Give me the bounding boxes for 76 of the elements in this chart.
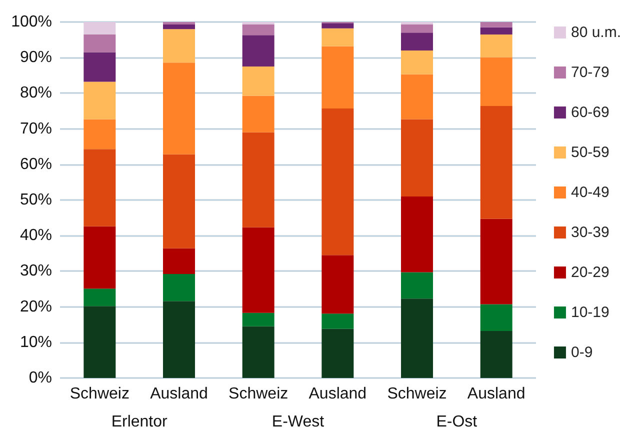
y-tick-label: 20% <box>20 298 52 316</box>
x-tick-label: Schweiz <box>228 386 288 402</box>
x-tick-label: Ausland <box>150 386 208 402</box>
bar <box>322 328 354 378</box>
y-tick-label: 70% <box>20 120 52 138</box>
y-tick-label: 0% <box>28 370 52 386</box>
text: E-Ost <box>436 414 478 430</box>
bar <box>480 27 512 34</box>
bar <box>242 24 274 36</box>
bar <box>480 218 512 304</box>
y-tick-label: 10% <box>20 334 52 351</box>
y-tick-label: 80% <box>20 84 52 102</box>
bar <box>163 29 195 63</box>
bar <box>480 57 512 106</box>
bar <box>401 196 433 272</box>
bar <box>322 46 354 109</box>
bar <box>163 301 195 378</box>
legend-label: 20-29 <box>570 264 610 281</box>
bar <box>480 331 512 378</box>
x-tick-label: Schweiz <box>387 386 447 402</box>
y-tick-label: 100% <box>11 14 52 30</box>
x-tick-label: Schweiz <box>70 386 130 402</box>
bar <box>84 288 116 306</box>
bar <box>480 22 512 28</box>
y-tick-label: 60% <box>20 156 52 173</box>
bar <box>401 298 433 378</box>
legend-label: 50-59 <box>570 144 610 161</box>
bar <box>401 74 433 120</box>
legend-label: 40-49 <box>570 184 610 201</box>
legend-label: 80 u.m. <box>570 24 622 41</box>
bar <box>401 119 433 196</box>
bar <box>401 24 433 33</box>
bar <box>84 226 116 289</box>
bar <box>401 32 433 50</box>
bar <box>84 52 116 82</box>
y-tick-label: 90% <box>20 49 52 66</box>
legend-label: 30-39 <box>570 224 610 241</box>
bar <box>322 108 354 256</box>
bar <box>242 66 274 96</box>
bar <box>163 248 195 274</box>
bar <box>84 22 116 34</box>
bar <box>242 326 274 378</box>
bar <box>322 314 354 329</box>
bar <box>242 312 274 326</box>
bar <box>84 82 116 120</box>
bar <box>242 132 274 228</box>
y-tick-label: 50% <box>20 192 52 208</box>
bar <box>480 304 512 332</box>
x-tick-label: Ausland <box>308 386 367 402</box>
bar <box>322 28 354 46</box>
legend-label: 70-79 <box>570 64 610 81</box>
bar <box>163 274 195 302</box>
legend-label: 0-9 <box>570 344 593 361</box>
text: E-West <box>272 414 325 430</box>
text: Erlentor <box>111 414 168 430</box>
y-tick-label: 30% <box>20 262 52 280</box>
bar <box>242 227 274 313</box>
x-tick-label: Ausland <box>467 386 526 402</box>
bar <box>163 62 195 154</box>
bar <box>401 272 433 299</box>
bar <box>163 24 195 30</box>
bar <box>480 106 512 219</box>
bar <box>401 50 433 74</box>
bar <box>163 154 195 248</box>
bar <box>84 306 116 378</box>
bar <box>480 34 512 58</box>
bar <box>242 35 274 66</box>
bar <box>322 255 354 314</box>
bar <box>84 149 116 226</box>
legend-label: 10-19 <box>570 304 610 321</box>
bar <box>84 119 116 150</box>
legend-label: 60-69 <box>570 104 610 121</box>
bar <box>84 34 116 52</box>
y-tick-label: 40% <box>20 227 52 244</box>
bar <box>322 23 354 28</box>
bar <box>242 96 274 132</box>
